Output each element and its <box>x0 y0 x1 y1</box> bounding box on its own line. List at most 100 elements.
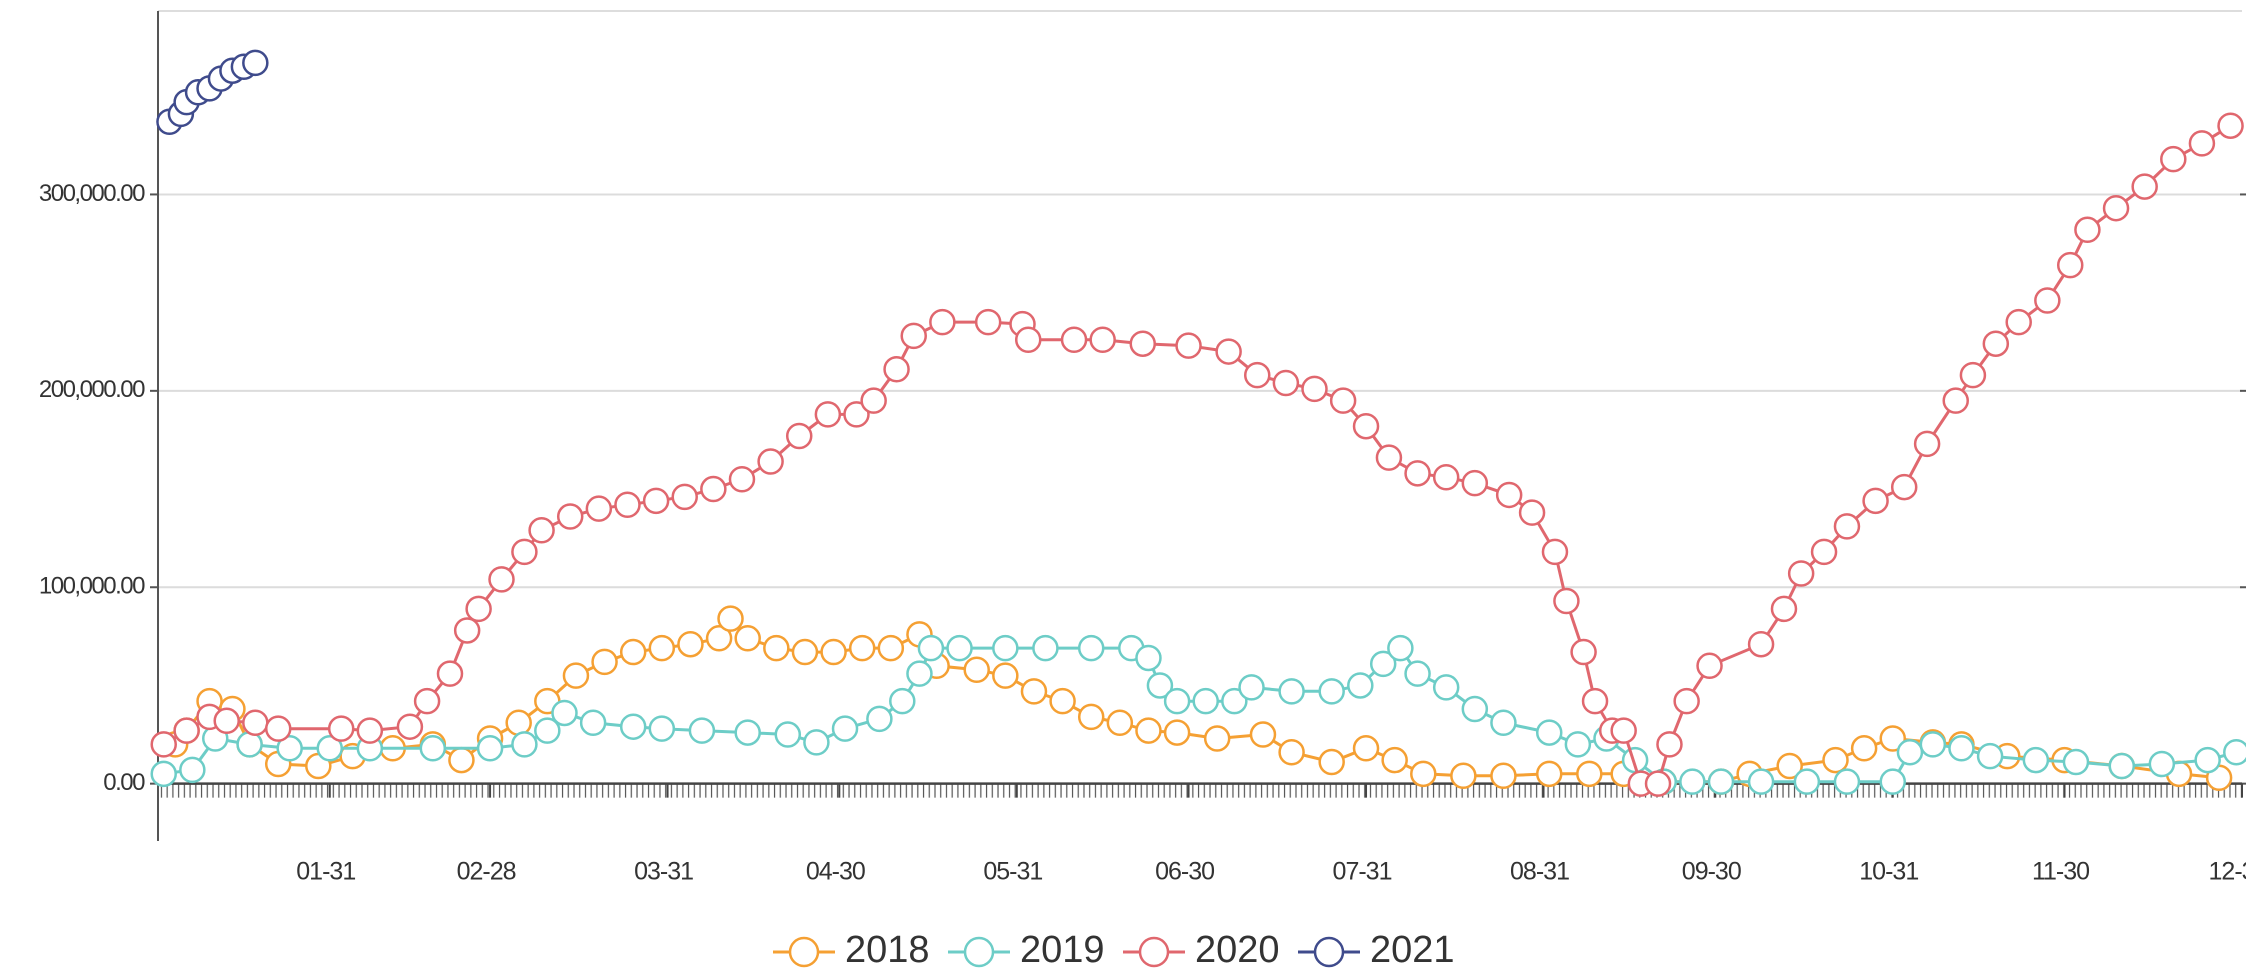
point <box>579 709 607 737</box>
point <box>2102 194 2130 222</box>
point <box>1833 513 1861 540</box>
x-tick-label: 10-31 <box>1859 858 1918 886</box>
plot-area <box>150 49 2246 797</box>
point <box>1490 709 1517 737</box>
point <box>2005 308 2032 336</box>
point <box>1461 695 1489 723</box>
point <box>1564 731 1592 758</box>
point <box>619 638 647 666</box>
legend: 2018 2019 2020 2021 <box>773 929 1455 971</box>
legend-item[interactable]: 2018 <box>773 929 930 971</box>
point <box>1942 387 1969 414</box>
point <box>1404 460 1431 487</box>
point <box>1238 674 1265 701</box>
point <box>2108 752 2136 780</box>
legend-marker <box>1313 936 1345 968</box>
point <box>1810 538 1838 566</box>
point <box>2131 173 2158 200</box>
point <box>992 634 1019 662</box>
point <box>1278 738 1305 766</box>
point <box>1495 481 1523 509</box>
point <box>717 605 744 632</box>
point <box>843 401 870 428</box>
y-tick-label: 300,000.00 <box>39 180 145 207</box>
point <box>1747 768 1775 795</box>
point <box>1913 430 1941 458</box>
point <box>2034 287 2061 314</box>
point <box>992 662 1019 689</box>
point <box>1707 768 1735 795</box>
point <box>1518 499 1546 526</box>
point <box>1982 330 2010 357</box>
point <box>2188 130 2216 157</box>
point <box>242 709 269 737</box>
point <box>889 687 916 715</box>
y-tick-label: 100,000.00 <box>39 573 145 600</box>
point <box>528 517 555 544</box>
point <box>264 715 292 742</box>
point <box>1461 469 1489 497</box>
x-tick-label: 09-30 <box>1682 858 1741 886</box>
point <box>1175 332 1202 359</box>
point <box>585 495 613 522</box>
legend-marker <box>963 936 995 968</box>
point <box>396 713 424 740</box>
point <box>1644 770 1672 797</box>
minor-ticks <box>158 783 2242 798</box>
point <box>1833 768 1861 795</box>
legend-item[interactable]: 2021 <box>1298 929 1455 971</box>
point <box>1535 719 1563 746</box>
legend-item[interactable]: 2020 <box>1123 929 1280 971</box>
point <box>213 707 240 735</box>
point <box>556 503 584 530</box>
point <box>1450 762 1477 790</box>
point <box>2056 251 2084 279</box>
point <box>236 731 263 758</box>
point <box>316 735 344 762</box>
point <box>1318 748 1345 776</box>
point <box>688 717 716 744</box>
legend-label: 2018 <box>845 929 930 971</box>
point <box>1387 634 1414 662</box>
point <box>774 721 802 748</box>
point <box>734 719 761 746</box>
point <box>1352 735 1380 762</box>
point <box>1696 652 1723 680</box>
series <box>156 49 269 136</box>
y-tick-label: 0.00 <box>103 769 145 796</box>
grid <box>158 10 2242 589</box>
point <box>1301 375 1328 403</box>
point <box>1049 687 1076 715</box>
point <box>1203 725 1231 752</box>
point <box>900 322 927 350</box>
point <box>276 735 303 762</box>
x-tick-label: 07-31 <box>1333 858 1392 886</box>
point <box>1192 687 1219 715</box>
point <box>562 662 590 689</box>
y-tick-label: 200,000.00 <box>39 376 145 403</box>
series <box>150 634 2246 795</box>
point <box>2022 746 2050 774</box>
point <box>551 699 578 727</box>
point <box>413 687 441 715</box>
point <box>1432 464 1460 491</box>
legend-item[interactable]: 2019 <box>948 929 1105 971</box>
point <box>1077 703 1105 731</box>
point <box>814 401 842 428</box>
point <box>1135 717 1162 744</box>
point <box>648 634 676 662</box>
point <box>614 491 641 519</box>
legend-label: 2019 <box>1020 929 1105 971</box>
series <box>150 112 2244 797</box>
point <box>791 638 819 666</box>
point <box>866 705 893 733</box>
point <box>2223 738 2246 766</box>
x-tick-label: 11-30 <box>2032 858 2089 886</box>
point <box>419 735 447 762</box>
point <box>974 308 1002 336</box>
legend-marker <box>1138 936 1170 968</box>
point <box>1535 760 1563 788</box>
x-tick-label: 01-31 <box>296 858 355 886</box>
point <box>150 731 177 758</box>
point <box>1060 326 1088 354</box>
